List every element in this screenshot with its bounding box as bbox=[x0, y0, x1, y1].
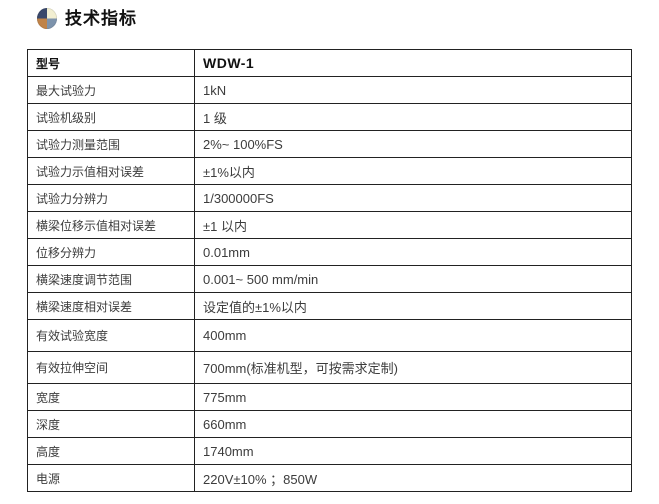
spec-value: 1kN bbox=[194, 76, 632, 104]
spec-label: 横梁位移示值相对误差 bbox=[27, 211, 195, 239]
spec-table-body: 型号 WDW-1 最大试验力 1kN 试验机级别 1 级试验力测量范围 2%~ 100%FS… bbox=[27, 49, 632, 492]
table-row: 高度 1740mm bbox=[27, 437, 632, 465]
spec-value: 220V±10% ；850W bbox=[194, 464, 632, 492]
spec-label: 横梁速度相对误差 bbox=[27, 292, 195, 320]
spec-label: 有效试验宽度 bbox=[27, 319, 195, 352]
spec-value: WDW-1 bbox=[194, 49, 632, 77]
table-row: 横梁位移示值相对误差 ±1 以内 bbox=[27, 211, 632, 239]
spec-label: 型号 bbox=[27, 49, 195, 77]
spec-value: 2%~ 100%FS bbox=[194, 130, 632, 158]
table-row: 型号 WDW-1 bbox=[27, 49, 632, 77]
section-header: 技术指标 bbox=[37, 8, 137, 29]
spec-value: 775mm bbox=[194, 383, 632, 411]
spec-label: 最大试验力 bbox=[27, 76, 195, 104]
spec-label: 位移分辨力 bbox=[27, 238, 195, 266]
table-row: 试验机级别 1 级 bbox=[27, 103, 632, 131]
spec-value: 1740mm bbox=[194, 437, 632, 465]
spec-value: 设定值的±1%以内 bbox=[194, 292, 632, 320]
pie-quadrant-icon bbox=[37, 8, 57, 29]
spec-table: 型号 WDW-1 最大试验力 1kN 试验机级别 1 级试验力测量范围 2%~ 100%FS… bbox=[27, 49, 632, 492]
spec-label: 试验力分辨力 bbox=[27, 184, 195, 212]
table-row: 有效试验宽度 400mm bbox=[27, 319, 632, 352]
table-row: 横梁速度相对误差 设定值的±1%以内 bbox=[27, 292, 632, 320]
spec-label: 深度 bbox=[27, 410, 195, 438]
spec-label: 横梁速度调节范围 bbox=[27, 265, 195, 293]
spec-value: 660mm bbox=[194, 410, 632, 438]
table-row: 宽度 775mm bbox=[27, 383, 632, 411]
spec-label: 电源 bbox=[27, 464, 195, 492]
table-row: 试验力测量范围 2%~ 100%FS bbox=[27, 130, 632, 158]
spec-value: ±1%以内 bbox=[194, 157, 632, 185]
table-row: 电源 220V±10% ；850W bbox=[27, 464, 632, 492]
spec-label: 试验机级别 bbox=[27, 103, 195, 131]
spec-label: 宽度 bbox=[27, 383, 195, 411]
page-title: 技术指标 bbox=[65, 9, 137, 28]
spec-label: 高度 bbox=[27, 437, 195, 465]
table-row: 最大试验力 1kN bbox=[27, 76, 632, 104]
spec-label: 试验力测量范围 bbox=[27, 130, 195, 158]
table-row: 有效拉伸空间 700mm(标准机型，可按需求定制) bbox=[27, 351, 632, 384]
table-row: 试验力分辨力 1/300000FS bbox=[27, 184, 632, 212]
spec-label: 有效拉伸空间 bbox=[27, 351, 195, 384]
table-row: 位移分辨力 0.01mm bbox=[27, 238, 632, 266]
table-row: 横梁速度调节范围 0.001~ 500 mm/min bbox=[27, 265, 632, 293]
spec-value: ±1 以内 bbox=[194, 211, 632, 239]
table-row: 深度 660mm bbox=[27, 410, 632, 438]
spec-value: 700mm(标准机型，可按需求定制) bbox=[194, 351, 632, 384]
spec-value: 400mm bbox=[194, 319, 632, 352]
spec-value: 0.01mm bbox=[194, 238, 632, 266]
spec-label: 试验力示值相对误差 bbox=[27, 157, 195, 185]
spec-value: 1 级 bbox=[194, 103, 632, 131]
table-row: 试验力示值相对误差 ±1%以内 bbox=[27, 157, 632, 185]
spec-value: 1/300000FS bbox=[194, 184, 632, 212]
spec-value: 0.001~ 500 mm/min bbox=[194, 265, 632, 293]
